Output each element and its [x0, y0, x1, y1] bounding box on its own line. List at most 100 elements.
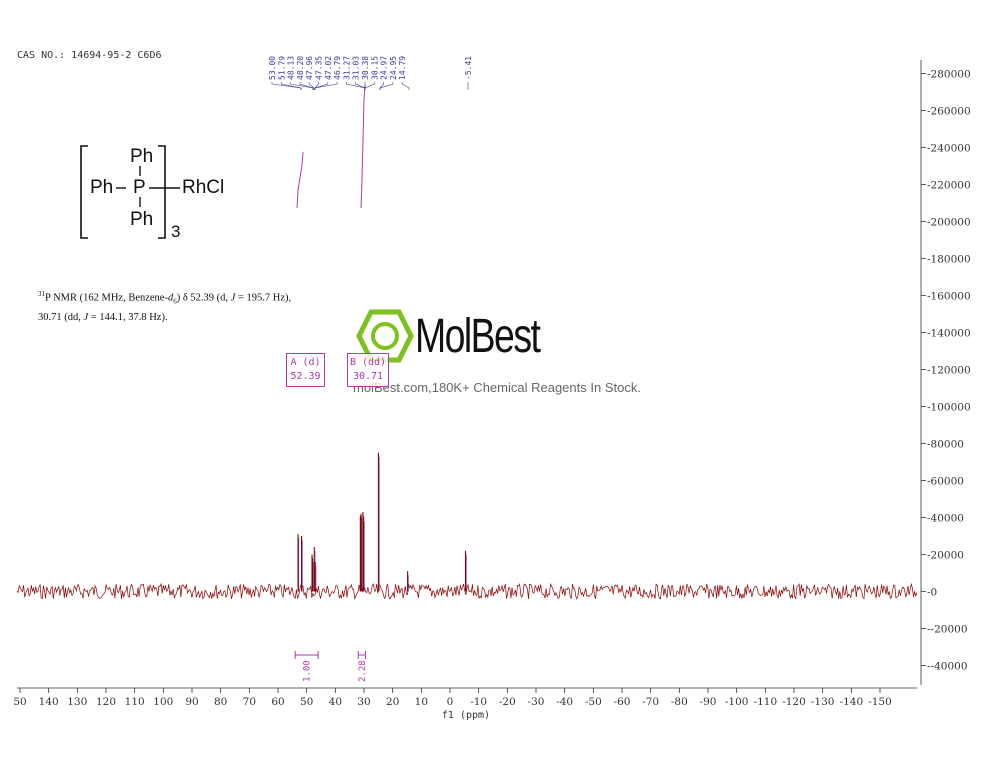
integral-curves: 1.00 2.28	[294, 84, 368, 682]
peak-label-10: 30.38	[361, 56, 370, 80]
x-tick-label-21: -60	[614, 696, 631, 708]
x-tick-label-11: 40	[329, 696, 342, 708]
peak-label-0: 53.00	[268, 56, 277, 80]
peak-label-5: 47.35	[315, 56, 324, 80]
y-tick-label-15: --20000	[927, 624, 968, 636]
multiplet-a-label: A (d)	[290, 357, 321, 368]
y-tick-label-4: -200000	[927, 217, 971, 229]
y-tick-label-3: -220000	[927, 180, 971, 192]
x-tick-label-26: -110	[754, 696, 778, 708]
desc-solvent-sub: 6	[173, 297, 177, 306]
x-tick-label-6: 90	[185, 696, 198, 708]
peak-label-6: 47.02	[324, 56, 333, 80]
y-tick-label-2: -240000	[927, 143, 971, 155]
multiplet-b-label: B (dd)	[349, 357, 387, 368]
watermark-tagline: molBest.com,180K+ Chemical Reagents In S…	[353, 380, 641, 395]
integral-curve-b	[360, 84, 366, 209]
peak-label-9: 31.03	[352, 56, 361, 80]
x-tick-label-15: 0	[447, 696, 454, 708]
y-tick-label-0: -280000	[927, 69, 971, 81]
x-tick-label-20: -50	[585, 696, 602, 708]
integral-value-1: 2.28	[358, 660, 368, 682]
peak-leader-1	[281, 82, 302, 90]
desc-line2-a: 30.71 (dd,	[38, 311, 84, 323]
x-axis: 50 140 130 120 110 100 90 80 70 60 50 40 30 20 10 0 -10-…	[13, 687, 917, 708]
multiplet-box-a: A (d) 52.39	[286, 353, 325, 387]
x-tick-label-28: -130	[811, 696, 835, 708]
peak-leader-11	[364, 82, 375, 90]
molbest-logo-icon	[356, 309, 414, 363]
integral-value-0: 1.00	[303, 660, 313, 682]
x-tick-label-1: 140	[39, 696, 59, 708]
peak-leader-12	[379, 82, 384, 90]
peak-leader-3	[299, 82, 314, 90]
peak-leader-13	[379, 82, 394, 90]
structure-bonds	[80, 145, 180, 239]
nmr-description: 31P NMR (162 MHz, Benzene-d6) δ 52.39 (d…	[38, 287, 291, 325]
noise-trace	[16, 582, 918, 601]
x-tick-label-13: 20	[386, 696, 399, 708]
y-tick-label-9: -100000	[927, 402, 971, 414]
peak-leader-2	[290, 82, 314, 90]
peak-leader-7	[314, 82, 338, 90]
multiplet-a-shift: 52.39	[290, 371, 321, 382]
peak-label-2: 48.13	[287, 56, 296, 80]
peak-label-3: 48.20	[296, 56, 305, 80]
y-tick-label-13: -20000	[927, 550, 964, 562]
phenyl-bottom: Ph	[130, 209, 154, 230]
x-tick-label-18: -30	[528, 696, 545, 708]
x-tick-label-25: -100	[725, 696, 749, 708]
x-tick-label-27: -120	[782, 696, 806, 708]
peak-leader-5	[314, 82, 319, 90]
peak-label-12: 24.97	[380, 56, 389, 80]
peak-label-4: 47.96	[305, 56, 314, 80]
peak-label-14: 14.79	[398, 56, 407, 80]
x-tick-label-16: -10	[470, 696, 487, 708]
stoichiometry-subscript: 3	[171, 222, 181, 241]
desc-j1: J	[230, 292, 236, 304]
y-tick-label-5: -180000	[927, 254, 971, 266]
y-tick-label-8: -120000	[927, 365, 971, 377]
y-tick-label-1: -260000	[927, 106, 971, 118]
desc-line2-b: = 144.1, 37.8 Hz).	[88, 311, 168, 323]
y-tick-label-14: -0	[927, 587, 937, 599]
y-tick-label-10: -80000	[927, 439, 964, 451]
peak-leader-0	[271, 82, 302, 90]
y-tick-label-11: -60000	[927, 476, 964, 488]
y-tick-label-16: --40000	[927, 661, 968, 673]
cas-number-label: CAS NO.: 14694-95-2 C6D6	[17, 50, 162, 61]
peak-leader-14	[401, 82, 410, 90]
peak-leader-4	[308, 82, 315, 90]
x-tick-label-8: 70	[243, 696, 256, 708]
x-tick-label-19: -40	[556, 696, 573, 708]
spectrum-peaks	[297, 452, 467, 592]
peak-label-1: 51.79	[277, 56, 286, 80]
x-tick-label-29: -140	[840, 696, 864, 708]
baseline-noise	[16, 582, 918, 601]
desc-j2: J	[83, 311, 89, 323]
desc-line1-b: ) δ 52.39 (d,	[176, 292, 231, 304]
peak-labels: 53.00 51.79 48.13 48.20 47.96 47.35 47.02 46.79…	[268, 56, 473, 90]
nucleus-superscript: 31	[38, 290, 45, 298]
x-tick-label-9: 60	[271, 696, 284, 708]
desc-line1-c: = 195.7 Hz),	[235, 292, 292, 304]
desc-solvent: d	[167, 292, 174, 304]
x-tick-label-24: -90	[700, 696, 717, 708]
x-tick-label-0: 50	[13, 696, 26, 708]
x-tick-label-4: 110	[125, 696, 145, 708]
x-tick-label-22: -70	[642, 696, 659, 708]
y-axis: -280000 -260000 -240000 -220000 -200000 -1800…	[920, 60, 971, 685]
x-tick-label-5: 100	[153, 696, 173, 708]
integral-curve-a	[296, 151, 304, 209]
x-tick-label-23: -80	[671, 696, 688, 708]
y-tick-label-12: -40000	[927, 513, 964, 525]
peak-label-13: 24.95	[389, 56, 398, 80]
desc-line1-a: P NMR (162 MHz, Benzene-	[45, 292, 168, 304]
x-tick-label-12: 30	[357, 696, 370, 708]
peak-label-15: -5.41	[464, 56, 473, 80]
x-tick-label-14: 10	[415, 696, 428, 708]
x-tick-label-3: 120	[96, 696, 116, 708]
rhodium-chloride: RhCl	[182, 177, 225, 198]
y-tick-label-7: -140000	[927, 328, 971, 340]
